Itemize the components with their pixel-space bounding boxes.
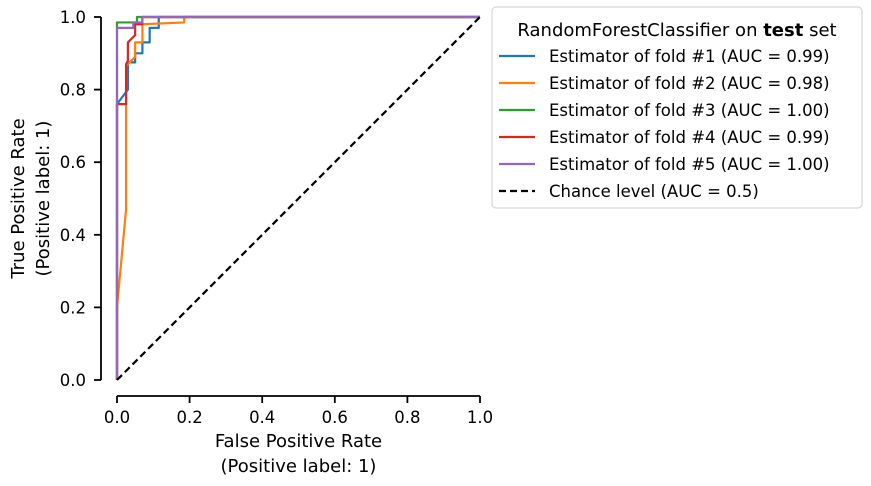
y-tick-label: 0.2 [60,298,86,317]
legend-frame [491,6,863,209]
legend-entries: Estimator of fold #1 (AUC = 0.99) Estimat… [499,47,830,201]
axes: 0.0 0.2 0.4 0.6 0.8 1.0 0.0 0.2 0.4 0.6 0.8 1.0 [60,8,493,427]
legend-label-5: Estimator of fold #5 (AUC = 1.00) [549,155,830,174]
plot-area [115,15,481,381]
legend-label-3: Estimator of fold #3 (AUC = 1.00) [549,101,830,120]
series-line-1 [115,15,480,380]
y-axis-label: True Positive Rate [8,118,29,279]
legend-title-prefix: RandomForestClassifier on [517,20,763,41]
series-line-6 [116,16,481,381]
x-tick-label: 0.8 [394,408,420,427]
legend-label-2: Estimator of fold #2 (AUC = 0.98) [549,74,830,93]
legend-label-6: Chance level (AUC = 0.5) [549,182,759,201]
legend-title-suffix: set [803,20,836,41]
x-tick-label: 0.0 [104,408,130,427]
y-tick-label: 0.4 [60,226,86,245]
legend: RandomForestClassifier on test set Estim… [491,6,863,209]
legend-title-bold: test [763,20,804,41]
y-tick-label: 0.6 [60,153,86,172]
series-line-5 [115,15,480,380]
legend-label-1: Estimator of fold #1 (AUC = 0.99) [549,47,830,66]
x-tick-label: 1.0 [467,408,493,427]
series-line-2 [115,15,480,380]
x-axis-label: False Positive Rate [215,431,382,452]
x-axis-sublabel: (Positive label: 1) [221,456,377,477]
y-axis-sublabel: (Positive label: 1) [33,121,54,277]
legend-label-4: Estimator of fold #4 (AUC = 0.99) [549,128,830,147]
x-tick-label: 0.2 [176,408,202,427]
legend-title: RandomForestClassifier on test set [517,20,836,41]
x-tick-label: 0.4 [249,408,275,427]
x-tick-label: 0.6 [322,408,348,427]
y-tick-label: 0.8 [60,81,86,100]
y-tick-label: 1.0 [60,8,86,27]
x-ticks: 0.0 0.2 0.4 0.6 0.8 1.0 [104,396,493,427]
y-tick-label: 0.0 [60,371,86,390]
y-ticks: 0.0 0.2 0.4 0.6 0.8 1.0 [60,8,101,390]
